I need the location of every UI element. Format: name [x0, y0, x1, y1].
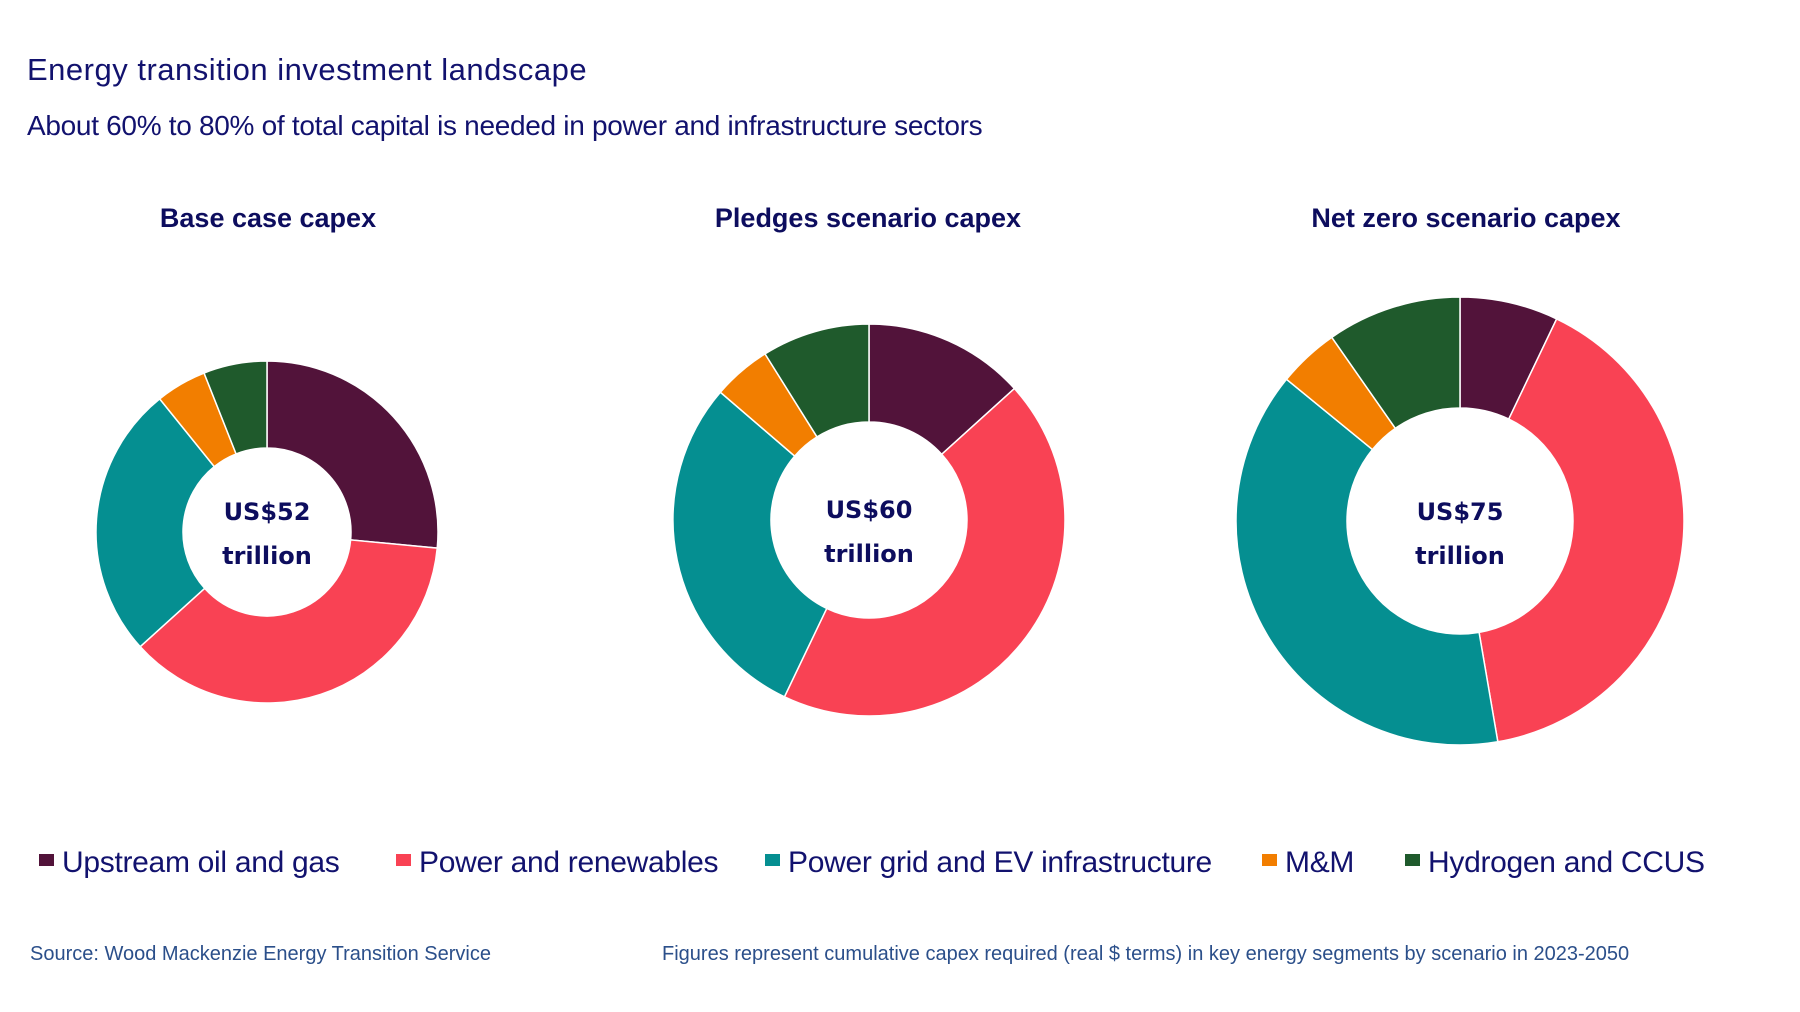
donut-segment-power	[783, 387, 1066, 717]
donut-segment-power	[1478, 317, 1685, 743]
chart-subtitle: About 60% to 80% of total capital is nee…	[27, 110, 983, 141]
center-label-base-amount: US$52	[224, 498, 311, 526]
chart-title: Energy transition investment landscape	[27, 52, 588, 87]
legend-swatch-mm	[1262, 854, 1277, 866]
center-label-netzero-amount: US$75	[1417, 498, 1504, 526]
legend-label: Upstream oil and gas	[62, 846, 340, 879]
legend-swatch-grid	[765, 854, 780, 866]
donut-segment-grid	[1235, 378, 1499, 746]
legend-item-hydrogen: Hydrogen and CCUS	[1405, 846, 1705, 880]
center-label-pledges-amount: US$60	[826, 496, 913, 524]
donut-segment-power	[139, 539, 439, 704]
footer-source: Source: Wood Mackenzie Energy Transition…	[30, 943, 491, 965]
center-label-base-unit: trillion	[222, 542, 312, 570]
legend-label: Power and renewables	[419, 846, 719, 879]
donut-segment-hydrogen	[1330, 296, 1461, 430]
legend: Upstream oil and gas Power and renewable…	[0, 846, 1800, 886]
donut-segment-grid	[95, 397, 216, 648]
donut-segment-upstream	[266, 360, 439, 549]
legend-item-power: Power and renewables	[396, 846, 718, 880]
center-label-netzero-unit: trillion	[1415, 542, 1505, 570]
donut-segment-grid	[672, 391, 828, 698]
donut-segment-hydrogen	[203, 360, 268, 455]
legend-swatch-hydrogen	[1405, 854, 1420, 866]
legend-item-upstream: Upstream oil and gas	[39, 846, 340, 880]
donut-segment-hydrogen	[763, 323, 870, 438]
legend-item-grid: Power grid and EV infrastructure	[765, 846, 1212, 880]
donut-title-base: Base case capex	[159, 203, 377, 233]
center-label-pledges-unit: trillion	[824, 540, 914, 568]
donut-title-netzero: Net zero scenario capex	[1311, 203, 1621, 233]
donut-base	[95, 360, 439, 704]
donut-netzero	[1235, 296, 1685, 746]
footer-note: Figures represent cumulative capex requi…	[662, 943, 1630, 965]
legend-swatch-upstream	[39, 854, 54, 866]
donut-pledges	[672, 323, 1066, 717]
legend-label: Hydrogen and CCUS	[1428, 846, 1705, 879]
legend-label: M&M	[1285, 846, 1355, 879]
donut-segment-upstream	[868, 323, 1016, 456]
legend-swatch-power	[396, 854, 411, 866]
legend-item-mm: M&M	[1262, 846, 1354, 880]
donut-title-pledges: Pledges scenario capex	[714, 203, 1022, 233]
legend-label: Power grid and EV infrastructure	[788, 846, 1212, 879]
